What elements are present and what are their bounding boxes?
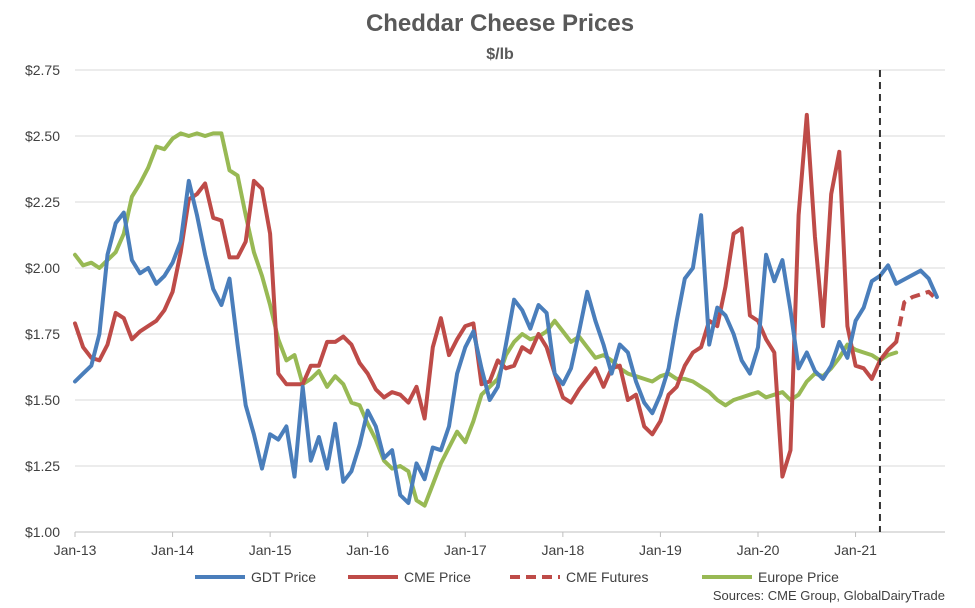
y-tick-label: $2.00 bbox=[25, 260, 60, 276]
cme-futures-line bbox=[894, 289, 939, 343]
x-axis-ticks: Jan-13 Jan-14 Jan-15 Jan-16 Jan-17 Jan-18 Jan-… bbox=[54, 532, 877, 558]
y-axis-ticks: $1.00 $1.25 $1.50 $1.75 $2.00 $2.25 $2.50 $2.75 bbox=[25, 62, 60, 540]
legend: GDT Price CME Price CME Futures Europe Pric… bbox=[195, 569, 839, 585]
x-tick-label: Jan-18 bbox=[541, 542, 584, 558]
x-tick-label: Jan-21 bbox=[834, 542, 877, 558]
gridlines bbox=[75, 69, 945, 533]
x-tick-label: Jan-15 bbox=[249, 542, 292, 558]
x-tick-label: Jan-17 bbox=[444, 542, 487, 558]
cme-price-line bbox=[73, 112, 899, 479]
y-tick-label: $1.75 bbox=[25, 326, 60, 342]
y-tick-label: $1.50 bbox=[25, 392, 60, 408]
y-tick-label: $2.75 bbox=[25, 62, 60, 78]
series-lines bbox=[73, 112, 939, 508]
y-tick-label: $2.50 bbox=[25, 128, 60, 144]
legend-label: GDT Price bbox=[251, 569, 316, 585]
europe-price-line bbox=[73, 131, 899, 508]
x-tick-label: Jan-14 bbox=[151, 542, 194, 558]
chart-subtitle: $/lb bbox=[486, 46, 514, 63]
chart-title: Cheddar Cheese Prices bbox=[366, 10, 634, 37]
y-tick-label: $1.25 bbox=[25, 458, 60, 474]
x-tick-label: Jan-13 bbox=[54, 542, 97, 558]
legend-label: Europe Price bbox=[758, 569, 839, 585]
y-tick-label: $1.00 bbox=[25, 524, 60, 540]
x-tick-label: Jan-20 bbox=[737, 542, 780, 558]
source-note: Sources: CME Group, GlobalDairyTrade bbox=[713, 588, 945, 603]
gdt-price-line bbox=[73, 178, 939, 505]
y-tick-label: $2.25 bbox=[25, 194, 60, 210]
x-tick-label: Jan-19 bbox=[639, 542, 682, 558]
legend-label: CME Futures bbox=[566, 569, 648, 585]
x-tick-label: Jan-16 bbox=[346, 542, 389, 558]
legend-label: CME Price bbox=[404, 569, 471, 585]
